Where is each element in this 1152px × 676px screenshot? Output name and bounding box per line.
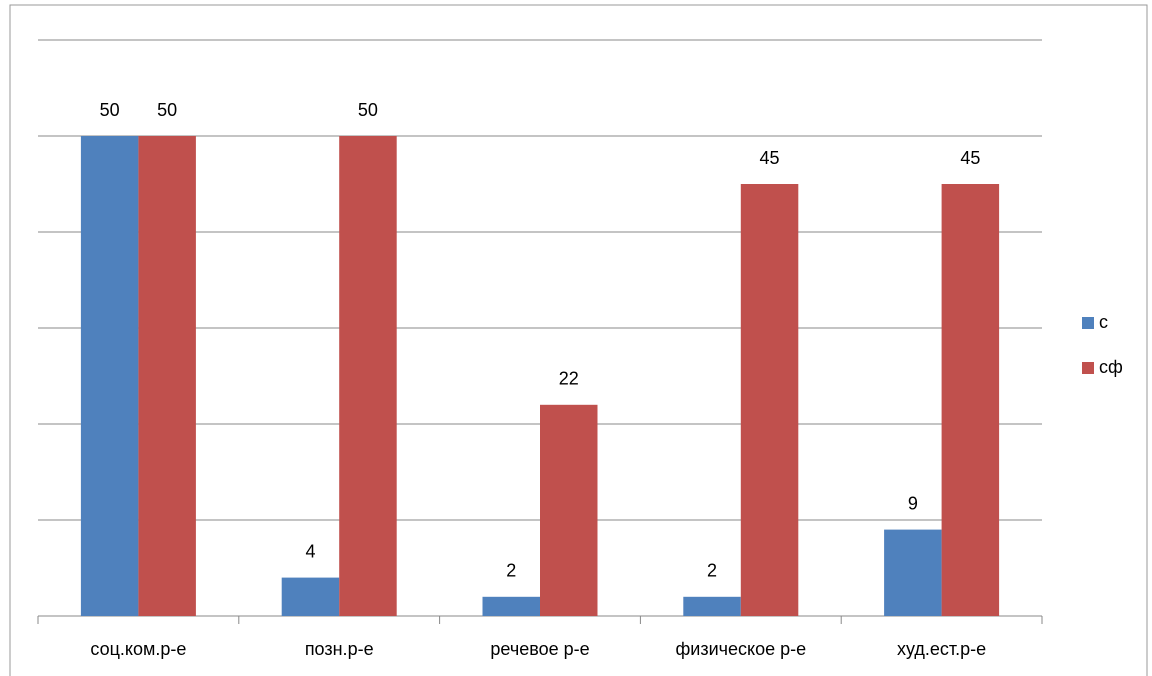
data-label: 22 [559, 369, 579, 389]
bar [683, 596, 741, 616]
data-label: 50 [157, 100, 177, 120]
data-label: 2 [506, 561, 516, 581]
legend-swatch [1082, 362, 1094, 374]
bar [884, 529, 942, 616]
data-label: 4 [305, 541, 315, 561]
data-label: 50 [100, 100, 120, 120]
x-tick-label: речевое р-е [490, 639, 589, 659]
bar [941, 184, 1000, 616]
legend-label: с [1099, 312, 1108, 332]
bar [740, 184, 799, 616]
data-label: 9 [908, 493, 918, 513]
legend-swatch [1082, 317, 1094, 329]
bar [138, 136, 196, 616]
legend-label: сф [1099, 357, 1123, 377]
x-tick-label: худ.ест.р-е [897, 639, 986, 659]
bar [339, 136, 397, 616]
x-tick-label: физическое р-е [675, 639, 806, 659]
data-label: 2 [707, 561, 717, 581]
bar [80, 136, 139, 616]
data-label: 45 [760, 148, 780, 168]
data-label: 45 [960, 148, 980, 168]
bar [281, 577, 340, 616]
bar [540, 404, 598, 616]
x-tick-label: позн.р-е [305, 639, 374, 659]
data-label: 50 [358, 100, 378, 120]
x-tick-label: соц.ком.р-е [90, 639, 186, 659]
bar [482, 596, 540, 616]
